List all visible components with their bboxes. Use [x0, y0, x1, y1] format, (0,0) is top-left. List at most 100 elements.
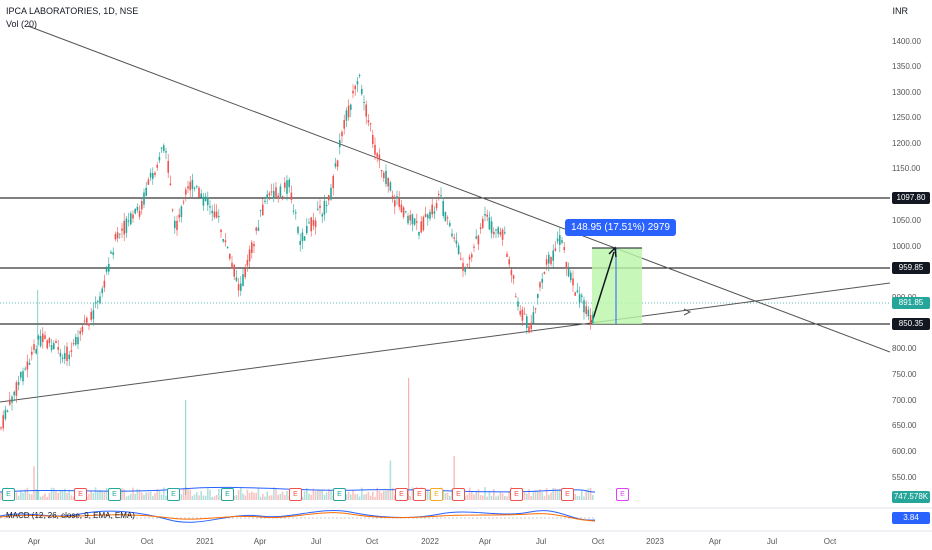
volume-bar	[449, 495, 451, 500]
candle-body	[180, 206, 183, 218]
candle-body	[35, 348, 37, 354]
earnings-badge[interactable]: E	[108, 488, 121, 501]
volume-bar	[407, 494, 409, 500]
candle-body	[103, 280, 106, 288]
volume-bar	[394, 495, 396, 500]
candle-body	[301, 232, 304, 242]
candle-body	[534, 308, 537, 310]
earnings-badge[interactable]: E	[452, 488, 465, 501]
macd-label[interactable]: MACD (12, 26, close, 9, EMA, EMA)	[6, 511, 135, 520]
candle-body	[367, 120, 370, 123]
volume-bar	[275, 488, 277, 500]
candle-body	[559, 234, 561, 245]
volume-bar	[92, 492, 95, 500]
candle-body	[50, 345, 53, 350]
volume-bar	[103, 491, 106, 500]
volume-bar	[94, 487, 97, 500]
volume-bar	[319, 490, 321, 500]
candle-body	[145, 187, 147, 196]
volume-bar	[213, 496, 216, 500]
volume-bar	[427, 489, 429, 500]
earnings-badge[interactable]: E	[2, 488, 15, 501]
candle-body	[499, 231, 502, 235]
candle-body	[484, 213, 486, 216]
volume-bar	[204, 495, 207, 500]
candle-body	[134, 209, 136, 214]
candle-body	[90, 311, 92, 320]
volume-bar	[306, 487, 308, 500]
earnings-badge[interactable]: E	[430, 488, 443, 501]
volume-bar	[70, 495, 73, 500]
volume-bar	[361, 487, 363, 500]
candle-body	[275, 187, 277, 197]
volume-bar	[541, 492, 543, 500]
volume-bar	[22, 492, 24, 500]
candle-body	[141, 200, 143, 210]
candle-body	[576, 290, 579, 293]
candle-body	[163, 145, 165, 152]
volume-bar	[132, 487, 134, 500]
volume-bar	[284, 495, 286, 500]
volume-bar	[42, 495, 44, 500]
volume-bar	[154, 493, 156, 500]
earnings-badge[interactable]: E	[221, 488, 234, 501]
candle-body	[66, 346, 68, 362]
volume-bar	[378, 490, 381, 500]
candle-body	[215, 211, 218, 218]
earnings-badge[interactable]: E	[395, 488, 408, 501]
volume-bar	[539, 489, 541, 500]
candle-body	[75, 336, 77, 345]
volume-bar	[501, 493, 504, 500]
volume-bar	[185, 487, 187, 500]
price-tick: 1350.00	[892, 62, 921, 71]
candle-body	[77, 337, 79, 345]
time-tick: Apr	[253, 537, 267, 546]
volume-bar	[374, 496, 376, 500]
earnings-badge[interactable]: E	[510, 488, 523, 501]
candle-body	[345, 110, 348, 121]
volume-bar	[372, 491, 374, 500]
candle-body	[343, 120, 345, 129]
volume-bar	[556, 489, 559, 500]
volume-bar	[248, 492, 251, 500]
earnings-badge[interactable]: E	[333, 488, 346, 501]
earnings-badge[interactable]: E	[561, 488, 574, 501]
candle-body	[233, 264, 235, 277]
candle-body	[4, 409, 7, 420]
volume-bar	[127, 495, 130, 500]
candle-body	[70, 350, 73, 352]
earnings-badge[interactable]: E	[167, 488, 180, 501]
candle-body	[556, 238, 559, 242]
earnings-badge[interactable]: E	[74, 488, 87, 501]
candle-body	[365, 104, 367, 117]
candle-body	[405, 211, 407, 213]
earnings-badge[interactable]: E	[413, 488, 426, 501]
volume-bar	[387, 489, 389, 500]
candle-body	[295, 212, 297, 214]
time-tick: Jul	[310, 537, 322, 546]
candle-body	[224, 240, 227, 243]
candle-body	[581, 295, 583, 297]
volume-bar	[528, 489, 530, 500]
candle-body	[523, 313, 526, 315]
volume-indicator-label[interactable]: Vol (20)	[6, 19, 38, 29]
earnings-badge[interactable]: E	[616, 488, 629, 501]
volume-bar	[255, 492, 257, 500]
candle-body	[567, 268, 570, 277]
volume-bar	[552, 488, 554, 500]
macd-tag: 3.84	[892, 512, 930, 524]
candle-body	[9, 399, 11, 405]
candle-body	[521, 309, 524, 321]
candle-body	[356, 81, 359, 85]
candle-body	[231, 262, 233, 267]
symbol-title[interactable]: IPCA LABORATORIES, 1D, NSE	[6, 6, 139, 16]
earnings-badge[interactable]: E	[289, 488, 302, 501]
candle-body	[490, 221, 493, 234]
candle-body	[497, 227, 499, 234]
candle-body	[88, 323, 90, 326]
candle-body	[158, 156, 161, 161]
volume-bar	[251, 491, 253, 500]
candle-body	[174, 220, 176, 229]
volume-bar	[312, 488, 315, 500]
